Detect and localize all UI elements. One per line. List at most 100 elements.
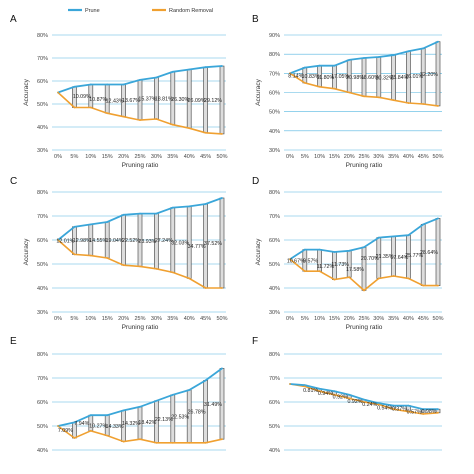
point-random-removal [171,123,174,126]
x-tick-label: 5% [301,154,309,160]
panel-C: C 30% 40% 50% 60% 70% 80% Accuracy 0% 5% 10% 15% 20%… [10,176,228,331]
data-label: 23.93% [138,239,156,245]
point-random-removal [155,441,158,444]
data-label: 18.81% [155,96,173,102]
x-tick-label: 40% [403,154,414,160]
point-random-removal [139,119,141,121]
point-prune [348,249,351,252]
data-label: 10.27% [89,423,107,429]
point-random-removal [422,284,425,287]
point-random-removal [171,271,174,274]
point-random-removal [422,103,425,105]
x-tick-label: 5% [301,316,309,322]
x-tick-label: 10% [314,154,325,160]
y-tick-label: 40% [269,448,280,454]
point-random-removal [392,99,395,102]
x-tick-label: 35% [388,154,399,160]
y-tick-label: 30% [269,310,280,316]
point-prune [303,248,306,251]
x-tick-label: 45% [418,154,429,160]
x-axis-label: Pruning ratio [122,324,159,331]
data-label: 32.20% [420,72,438,78]
point-random-removal [303,270,306,273]
y-tick-label: 70% [269,376,280,382]
x-tick-label: 45% [200,154,211,160]
point-prune [106,83,109,86]
y-axis-label: Accuracy [23,78,30,105]
point-prune [139,78,141,81]
x-tick-label: 15% [102,154,113,160]
y-tick-label: 50% [269,424,280,430]
x-tick-label: 25% [134,316,145,322]
point-prune [422,408,425,411]
data-label: 11.73% [331,262,349,268]
point-random-removal [363,95,365,98]
point-random-removal [171,441,174,444]
point-random-removal [204,441,207,444]
y-tick-label: 50% [37,262,48,268]
point-prune [155,212,158,215]
point-random-removal [155,267,158,270]
x-tick-label: 50% [432,316,443,322]
x-tick-label: 35% [167,154,178,160]
y-tick-label: 90% [269,33,280,39]
data-label: 11.80% [317,75,335,81]
x-tick-label: 15% [102,316,113,322]
point-random-removal [318,85,321,88]
y-tick-label: 60% [37,238,48,244]
x-tick-label: 30% [151,154,162,160]
data-label: 26.30% [171,97,189,103]
data-label: 10.09% [73,94,91,100]
data-label: 12.01% [56,239,74,245]
data-label: 19.04% [106,238,124,244]
point-prune [377,56,380,58]
point-random-removal [73,106,76,109]
data-label: 34.77% [188,244,206,250]
data-label: 26.09% [188,98,206,104]
y-tick-label: 30% [269,148,280,154]
point-random-removal [155,118,158,120]
data-label: 27.24% [155,238,173,244]
point-random-removal [377,403,380,406]
y-tick-label: 60% [37,79,48,85]
panel-label: B [252,14,259,25]
point-prune [392,404,395,407]
x-axis-label: Pruning ratio [122,162,159,169]
point-random-removal [188,277,191,280]
point-random-removal [57,91,59,94]
point-prune [407,50,410,53]
data-label: 17.58% [346,267,364,273]
x-tick-label: 25% [358,316,369,322]
point-random-removal [318,390,321,393]
data-label: 12.98% [73,238,91,244]
data-label: 20.98% [346,75,364,81]
point-prune [392,235,395,238]
data-label: 22.53% [171,414,189,420]
point-random-removal [73,437,76,439]
point-random-removal [188,441,191,444]
y-tick-label: 80% [37,352,48,358]
point-prune [73,421,76,424]
point-random-removal [221,287,223,289]
data-label: 26.01% [405,74,423,80]
y-tick-label: 50% [37,102,48,108]
x-tick-label: 30% [373,154,384,160]
panel-label: F [252,336,258,347]
point-prune [333,390,336,393]
point-prune [221,197,223,199]
point-prune [422,47,425,50]
data-label: 31.49% [204,402,222,408]
point-prune [155,399,158,402]
point-random-removal [221,133,223,135]
point-random-removal [318,270,321,273]
point-random-removal [407,102,410,104]
point-prune [377,236,380,239]
point-random-removal [122,264,125,267]
x-tick-label: 10% [85,154,96,160]
data-label: 37.52% [204,241,222,247]
point-prune [106,221,109,223]
y-tick-label: 50% [269,262,280,268]
x-tick-label: 0% [54,154,62,160]
data-label: 0.92% [347,399,362,405]
point-prune [106,414,109,417]
